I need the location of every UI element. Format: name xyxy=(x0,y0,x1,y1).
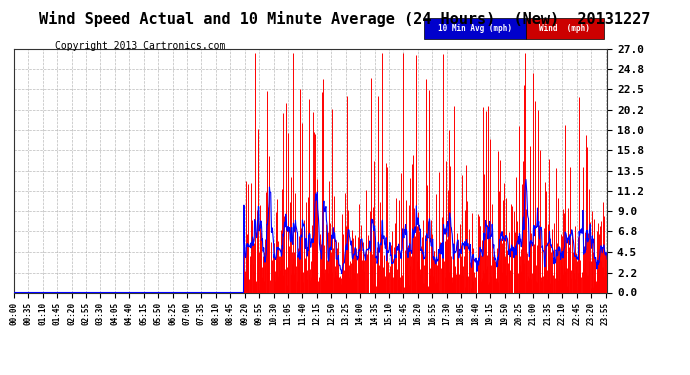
Text: 10 Min Avg (mph): 10 Min Avg (mph) xyxy=(438,24,513,33)
Text: Wind  (mph): Wind (mph) xyxy=(540,24,590,33)
Text: Copyright 2013 Cartronics.com: Copyright 2013 Cartronics.com xyxy=(55,41,226,51)
Text: Wind Speed Actual and 10 Minute Average (24 Hours)  (New)  20131227: Wind Speed Actual and 10 Minute Average … xyxy=(39,11,651,27)
